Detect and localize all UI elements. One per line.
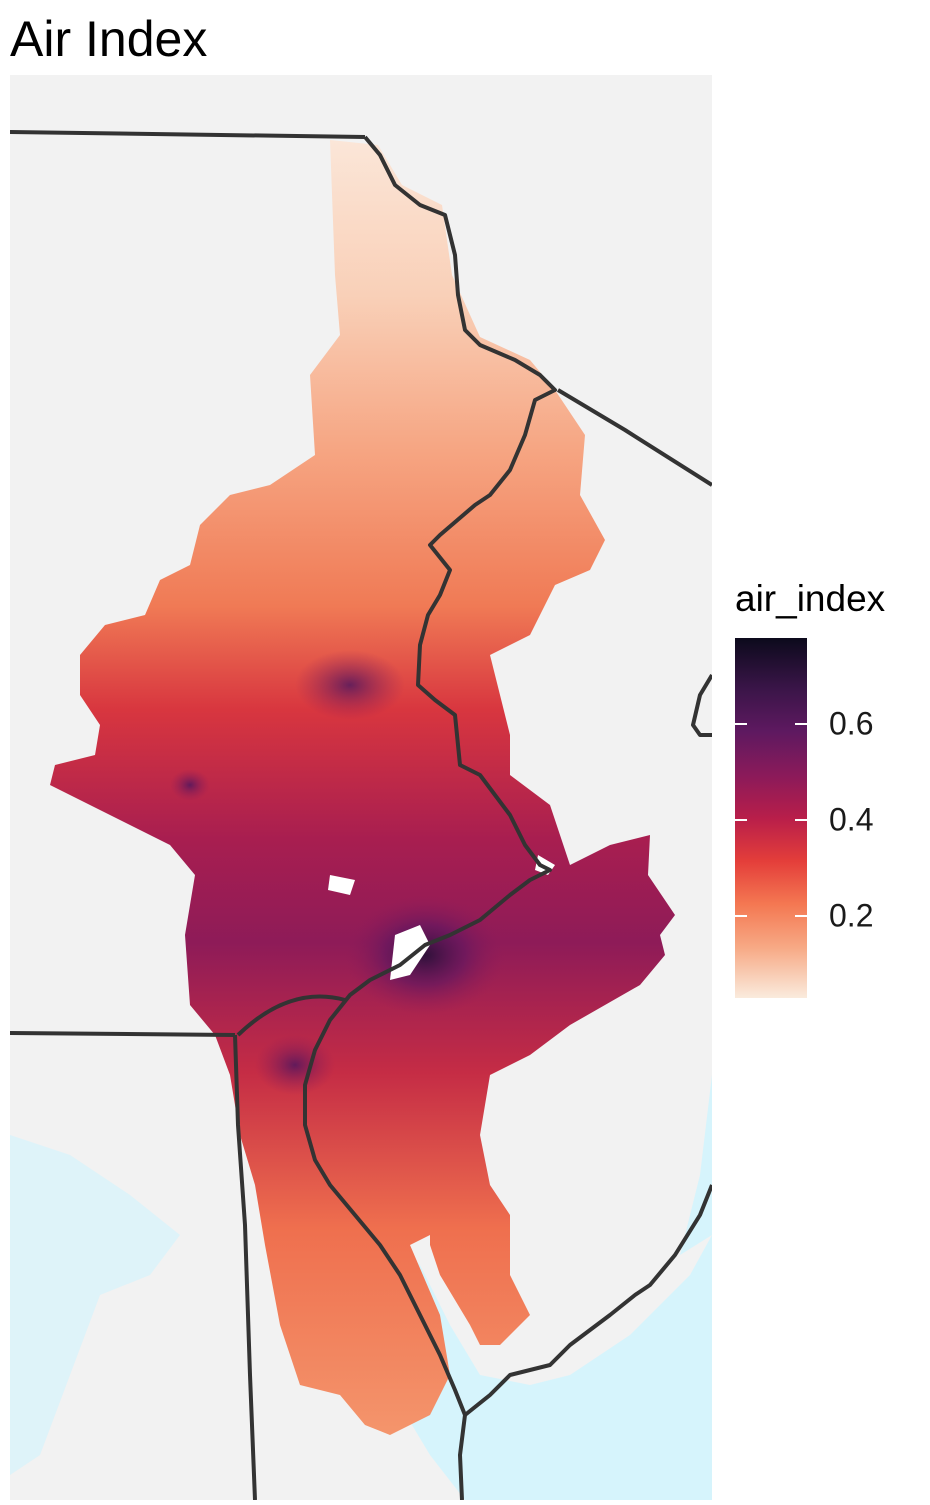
- reading-core: [170, 769, 210, 801]
- de-nj-bay-border: [458, 1414, 467, 1501]
- study-region[interactable]: [50, 140, 675, 1435]
- legend-colorbar: [735, 638, 807, 998]
- legend-title: air_index: [735, 578, 886, 619]
- ny-nj-border: [556, 388, 714, 487]
- de-md-border: [233, 1034, 257, 1501]
- legend-tick-label: 0.6: [829, 705, 874, 742]
- legend: air_index 0.6 0.4 0.2: [733, 578, 928, 1008]
- nj-coast-border: [463, 1184, 714, 1417]
- chesapeake-water: [10, 1135, 180, 1475]
- ny-pa-border: [9, 130, 366, 139]
- philadelphia-core: [345, 895, 505, 1015]
- lake-cutout: [328, 875, 355, 895]
- map-title: Air Index: [10, 11, 208, 67]
- pa-md-border: [9, 1031, 236, 1037]
- delaware-river-border: [303, 135, 557, 1416]
- state-borders: [9, 130, 714, 1501]
- ny-edge-border: [691, 673, 714, 737]
- wilmington-core: [255, 1035, 335, 1095]
- choropleth-map[interactable]: [9, 75, 714, 1501]
- delaware-bay-water: [340, 1215, 712, 1500]
- map-panel[interactable]: [9, 75, 714, 1501]
- allentown-core: [295, 650, 405, 720]
- legend-tick-label: 0.2: [829, 897, 874, 934]
- pa-de-arc: [236, 994, 346, 1037]
- legend-tick-label: 0.4: [829, 801, 874, 838]
